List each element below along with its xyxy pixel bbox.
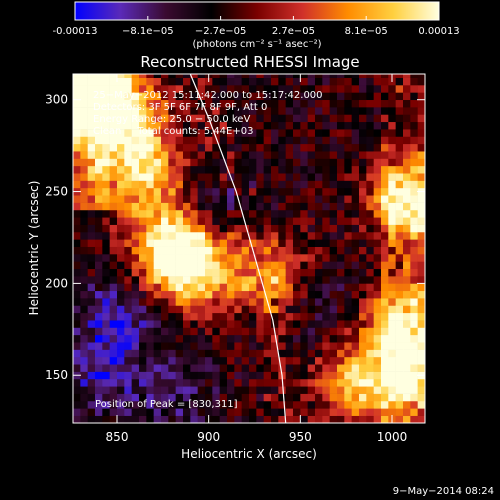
solar-limb-line <box>189 74 287 423</box>
annotation-clean-counts: Clean Total counts: 5.44E+03 <box>93 126 253 137</box>
annotation-detectors: Detectors: 3F 5F 6F 7F 8F 9F, Att 0 <box>93 102 267 113</box>
x-tick-label: 1000 <box>377 430 408 444</box>
colorbar-ticks: -0.00013 −8.1e−05 −2.7e−05 2.7e−05 8.1e−05 0.… <box>53 16 460 37</box>
heatmap-cells <box>73 74 425 423</box>
annotation-energy-range: Energy Range: 25.0 − 50.0 keV <box>93 114 250 125</box>
annotation-peak-position: Position of Peak = [830,311] <box>95 399 238 410</box>
y-tick-label: 200 <box>45 276 68 290</box>
y-axis-ticks: 150 200 250 300 <box>45 93 425 382</box>
colorbar-tick-label: −8.1e−05 <box>122 26 174 37</box>
x-tick-label: 850 <box>106 430 129 444</box>
colorbar-tick-label: 8.1e−05 <box>345 26 388 37</box>
chart-title: Reconstructed RHESSI Image <box>140 53 359 71</box>
x-axis-ticks: 850 900 950 1000 <box>106 74 408 444</box>
plot-frame <box>72 73 426 424</box>
colorbar-tick-label: 0.00013 <box>418 26 459 37</box>
footer-date: 9−May−2014 08:24 <box>392 486 494 497</box>
x-tick-label: 950 <box>289 430 312 444</box>
colorbar-gradient <box>74 1 440 21</box>
x-tick-label: 900 <box>197 430 220 444</box>
annotation-block: 25−May−2012 15:11:42.000 to 15:17:42.000… <box>93 90 323 410</box>
colorbar: -0.00013 −8.1e−05 −2.7e−05 2.7e−05 8.1e−05 0.… <box>53 1 460 50</box>
y-tick-label: 150 <box>45 368 68 382</box>
colorbar-units-label: (photons cm⁻² s⁻¹ asec⁻²) <box>192 39 321 50</box>
annotation-time-range: 25−May−2012 15:11:42.000 to 15:17:42.000 <box>93 90 323 101</box>
y-tick-label: 250 <box>45 185 68 199</box>
x-axis-label: Heliocentric X (arcsec) <box>181 447 317 461</box>
colorbar-tick-label: −2.7e−05 <box>195 26 247 37</box>
colorbar-tick-label: 2.7e−05 <box>272 26 315 37</box>
colorbar-tick-label: -0.00013 <box>53 26 98 37</box>
y-axis-label: Heliocentric Y (arcsec) <box>27 181 41 316</box>
y-tick-label: 300 <box>45 93 68 107</box>
